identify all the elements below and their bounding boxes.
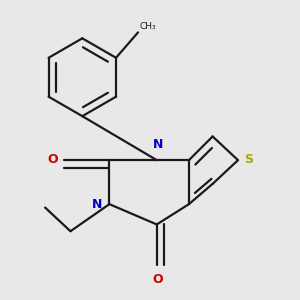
Text: N: N [153, 138, 164, 151]
Text: N: N [92, 198, 102, 211]
Text: S: S [244, 153, 253, 166]
Text: O: O [47, 153, 58, 166]
Text: O: O [152, 272, 163, 286]
Text: CH₃: CH₃ [140, 22, 156, 31]
